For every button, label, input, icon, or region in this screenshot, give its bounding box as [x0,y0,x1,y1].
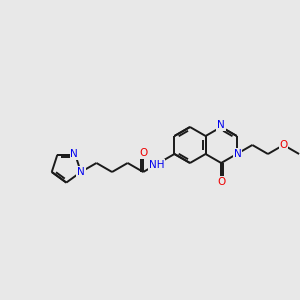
Text: O: O [279,140,288,150]
Text: N: N [234,149,242,159]
Text: N: N [217,120,225,130]
Text: O: O [139,148,147,158]
Text: NH: NH [149,160,165,170]
Text: N: N [70,149,78,159]
Text: N: N [77,167,85,177]
Text: O: O [217,177,225,187]
